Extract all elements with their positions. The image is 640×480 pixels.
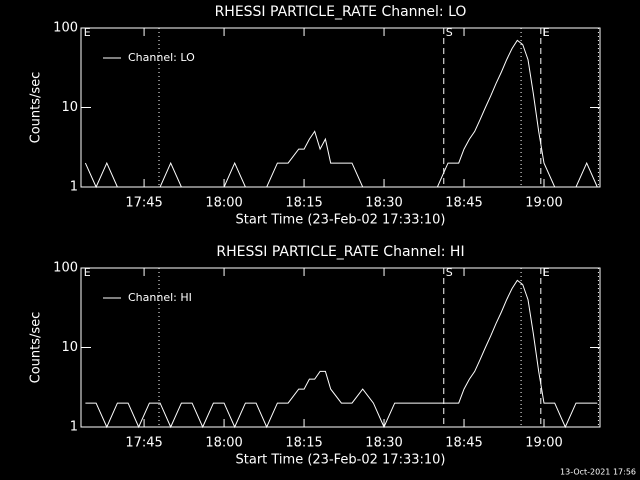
chart-title: RHESSI PARTICLE_RATE Channel: HI (216, 244, 464, 260)
y-axis-label: Counts/sec (29, 72, 44, 144)
y-tick-label: 10 (61, 100, 78, 115)
x-tick-label: 19:00 (525, 196, 562, 211)
annotation: E (543, 26, 550, 39)
annotation: E (84, 266, 91, 279)
y-tick-label: 10 (61, 340, 78, 355)
x-tick-label: 17:45 (125, 436, 162, 451)
x-tick-label: 18:30 (365, 436, 402, 451)
y-tick-label: 1 (70, 420, 78, 435)
x-tick-label: 19:00 (525, 436, 562, 451)
y-tick-label: 1 (70, 180, 78, 195)
data-line (84, 39, 598, 189)
chart-title: RHESSI PARTICLE_RATE Channel: LO (215, 4, 467, 20)
annotation: E (84, 26, 91, 39)
annotation: E (543, 266, 550, 279)
x-tick-label: 18:15 (285, 196, 322, 211)
x-axis-label: Start Time (23-Feb-02 17:33:10) (236, 213, 446, 228)
x-tick-label: 18:30 (365, 196, 402, 211)
data-line (85, 279, 598, 429)
legend-label: Channel: HI (128, 291, 192, 304)
x-tick-label: 18:00 (205, 436, 242, 451)
x-tick-label: 18:00 (205, 196, 242, 211)
annotation: S (446, 26, 453, 39)
y-axis-label: Counts/sec (29, 312, 44, 384)
annotation: S (446, 266, 453, 279)
legend-label: Channel: LO (128, 51, 195, 64)
x-tick-label: 17:45 (125, 196, 162, 211)
footer: 13-Oct-2021 17:56 (560, 468, 636, 477)
x-tick-label: 18:45 (445, 196, 482, 211)
y-tick-label: 100 (53, 261, 78, 276)
x-axis-label: Start Time (23-Feb-02 17:33:10) (236, 453, 446, 468)
y-tick-label: 100 (53, 21, 78, 36)
x-tick-label: 18:45 (445, 436, 482, 451)
x-tick-label: 18:15 (285, 436, 322, 451)
